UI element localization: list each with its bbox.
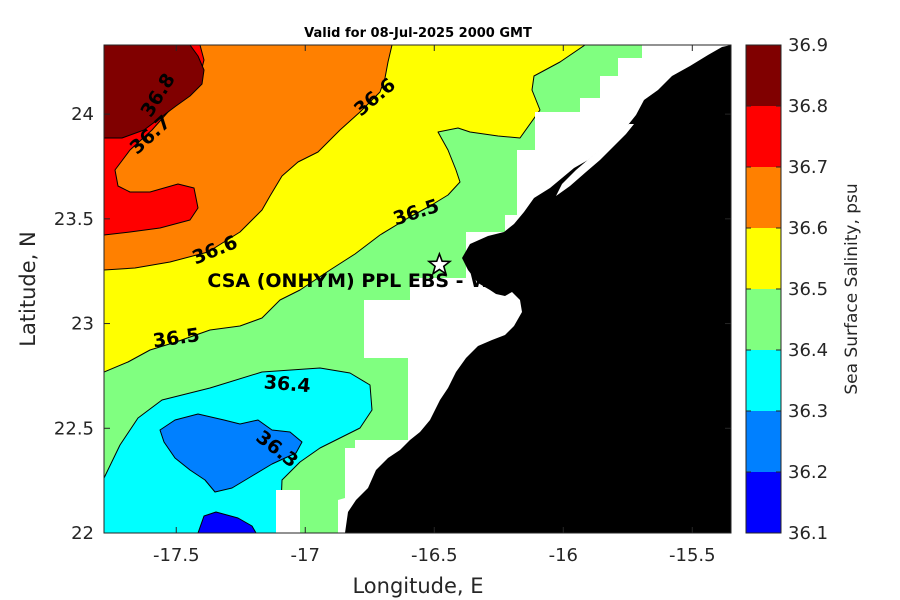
y-tick-label: 22 [71, 523, 94, 544]
coastline-land [345, 45, 731, 533]
x-tick-label: -15.5 [669, 545, 716, 566]
x-tick-label: -17 [291, 545, 320, 566]
colorbar-tick-label: 36.2 [788, 462, 828, 483]
colorbar-tick-label: 36.3 [788, 401, 828, 422]
colorbar-tick-label: 36.9 [788, 35, 828, 56]
band-36.8-36.9 [104, 45, 205, 139]
map-title: Valid for 08-Jul-2025 2000 GMT [304, 26, 532, 41]
y-tick-label: 23 [71, 314, 94, 335]
y-tick-label: 22.5 [54, 418, 94, 439]
colorbar-tick-label: 36.7 [788, 157, 828, 178]
colorbar-tick-label: 36.5 [788, 279, 828, 300]
x-axis-ticks: -17.5 -17 -16.5 -16 -15.5 [153, 45, 716, 566]
y-axis-ticks: 22 22.5 23 23.5 24 [54, 104, 731, 544]
y-tick-label: 23.5 [54, 209, 94, 230]
band-36.1-36.2 [197, 511, 257, 533]
y-axis-label: Latitude, N [16, 231, 40, 347]
x-axis-label: Longitude, E [352, 574, 483, 598]
colorbar-swatch [746, 228, 781, 289]
no-data-cell [276, 490, 300, 533]
colorbar-tick-label: 36.1 [788, 523, 828, 544]
colorbar-tick-label: 36.6 [788, 218, 828, 239]
site-marker-group: CSA (ONHYM) PPL EBS - We [207, 251, 503, 292]
colorbar-swatch [746, 472, 781, 533]
bay-inlet [556, 124, 634, 196]
colorbar-swatch [746, 289, 781, 350]
colorbar-tick-label: 36.4 [788, 340, 828, 361]
star-icon [426, 251, 453, 276]
y-tick-label: 24 [71, 104, 94, 125]
site-label: CSA (ONHYM) PPL EBS - We [207, 270, 503, 292]
colorbar-swatch [746, 45, 781, 106]
x-tick-label: -16 [549, 545, 578, 566]
band-36.2-36.3 [159, 413, 303, 493]
colorbar-swatch [746, 167, 781, 228]
axes-frame [103, 44, 732, 534]
colorbar: 36.1 36.2 36.3 36.4 36.5 36.6 36.7 36.8 36.9 [745, 35, 828, 544]
colorbar-swatch [746, 411, 781, 472]
colorbar-tick-label: 36.8 [788, 96, 828, 117]
colorbar-swatch [746, 350, 781, 411]
contour-label: 36.4 [263, 371, 312, 397]
x-tick-label: -17.5 [153, 545, 200, 566]
x-tick-label: -16.5 [411, 545, 458, 566]
map-plot-area: 36.836.736.636.636.536.536.436.3 CSA (ON… [104, 45, 731, 533]
colorbar-swatch [746, 106, 781, 167]
colorbar-label: Sea Surface Salinity, psu [842, 183, 862, 394]
